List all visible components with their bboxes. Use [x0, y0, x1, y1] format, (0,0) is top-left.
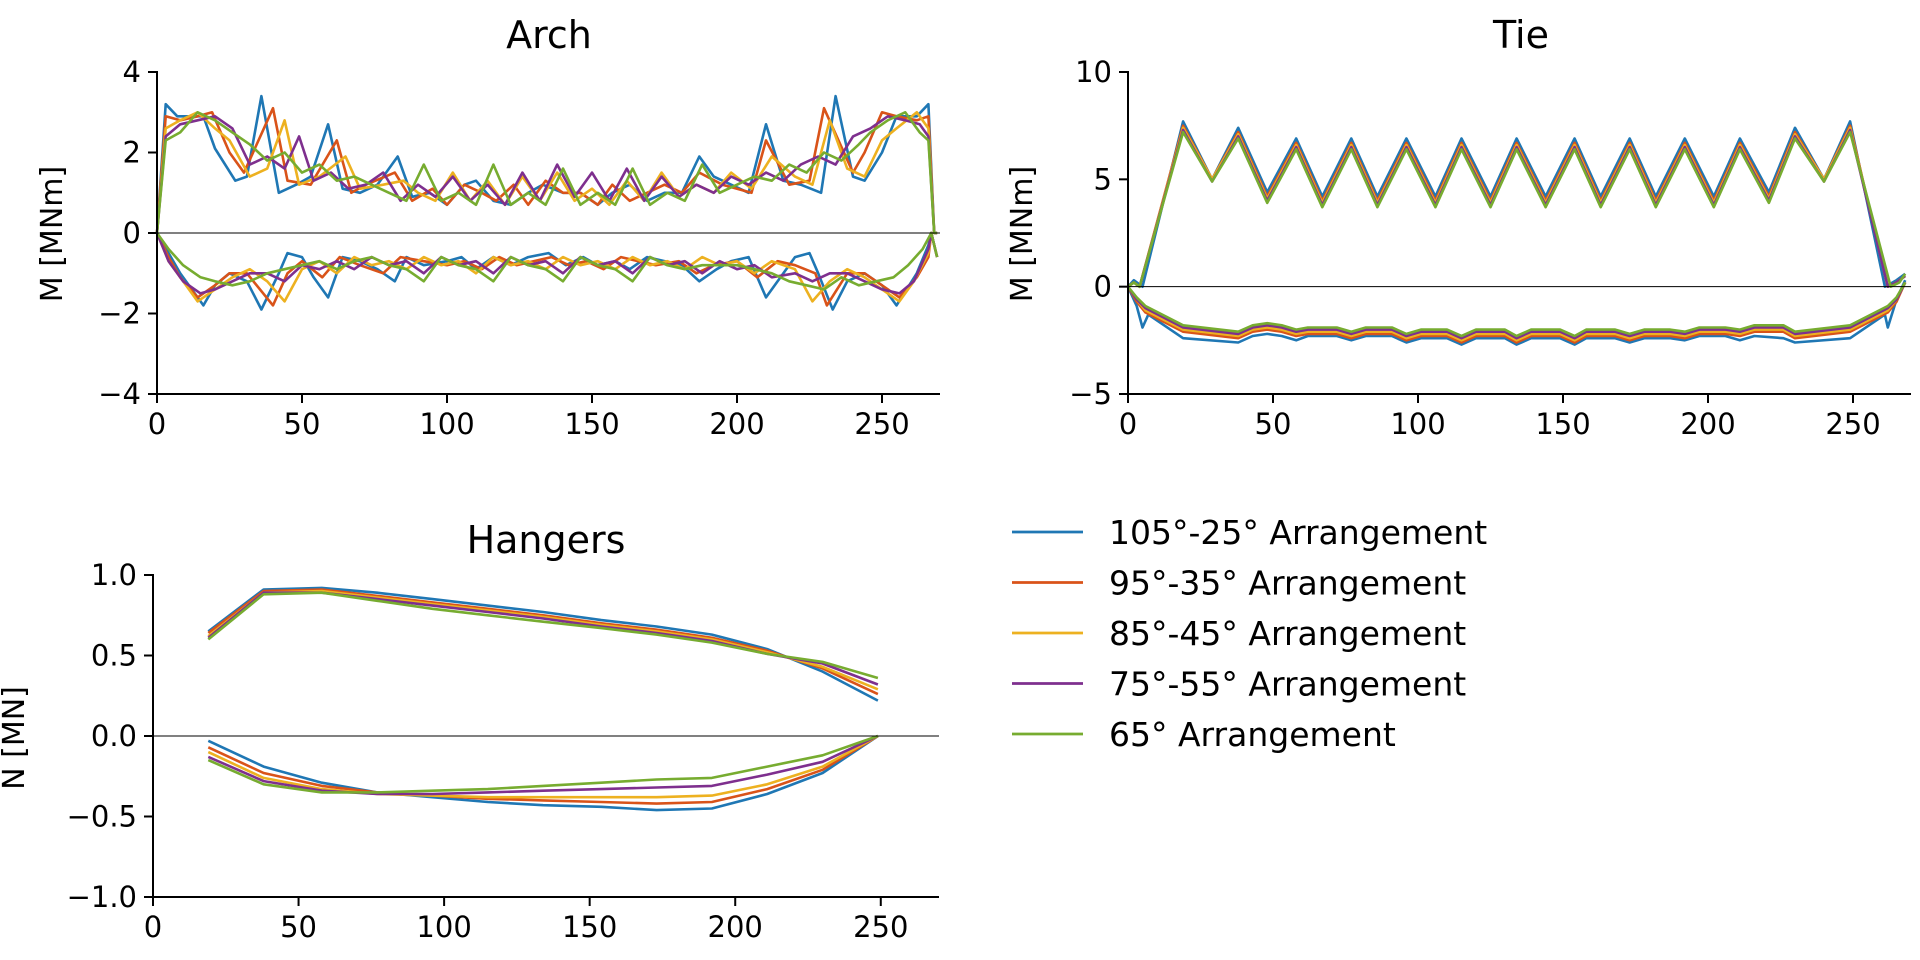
legend-label-105-25-arrangement: 105°-25° Arrangement: [1109, 513, 1487, 552]
panel-tie-ylabel: M [MNm]: [1005, 166, 1040, 302]
x-tick-label: 50: [284, 407, 321, 441]
y-tick-label: −5: [1069, 377, 1112, 411]
y-tick-label: −1.0: [67, 880, 137, 914]
y-tick-label: −4: [98, 377, 141, 411]
y-tick-label: 5: [1094, 162, 1112, 196]
series-line-85-45-arrangement-lower: [207, 734, 879, 799]
x-tick-label: 50: [280, 910, 317, 944]
series-line-105-25-arrangement-lower: [207, 734, 879, 812]
x-tick-label: 250: [854, 407, 909, 441]
x-tick-label: 150: [564, 407, 619, 441]
series-line-85-45-arrangement-upper: [155, 111, 938, 235]
y-tick-label: 4: [123, 55, 141, 89]
legend: 105°-25° Arrangement 95°-35° Arrangement 8…: [1012, 513, 1487, 754]
series-line-65-arrangement-upper: [155, 111, 938, 235]
series-line-95-35-arrangement-lower: [155, 231, 939, 307]
panel-tie-title: Tie: [1492, 13, 1549, 57]
panel-hangers: Hangers N [MN] 0 50 100 150 200 250 −1.0 −0.5 0.…: [0, 518, 939, 944]
legend-label-75-55-arrangement: 75°-55° Arrangement: [1109, 665, 1466, 704]
panel-arch-plot: 0 50 100 150 200 250 −4 −2 0 2 4: [98, 55, 940, 441]
x-tick-label: 0: [1119, 407, 1137, 441]
legend-label-85-45-arrangement: 85°-45° Arrangement: [1109, 614, 1466, 653]
series-line-105-25-arrangement-lower: [1126, 279, 1907, 346]
y-tick-label: 2: [123, 136, 141, 170]
series-line-65-arrangement-lower: [1126, 281, 1907, 338]
series-line-75-55-arrangement-upper: [1127, 128, 1906, 289]
y-tick-label: −0.5: [67, 800, 137, 834]
series-line-85-45-arrangement-upper: [207, 589, 879, 691]
y-tick-label: 0.0: [91, 719, 137, 753]
series-line-95-35-arrangement-upper: [1127, 124, 1906, 289]
y-tick-label: 0: [123, 216, 141, 250]
x-tick-label: 0: [148, 407, 166, 441]
series-line-75-55-arrangement-lower: [155, 231, 939, 295]
y-tick-label: 1.0: [91, 558, 137, 592]
x-tick-label: 50: [1255, 407, 1292, 441]
series-line-65-arrangement-upper: [1127, 130, 1907, 289]
panel-arch-title: Arch: [506, 13, 592, 57]
panel-hangers-title: Hangers: [467, 518, 626, 562]
series-line-75-55-arrangement-lower: [1126, 281, 1907, 340]
x-tick-label: 200: [1680, 407, 1735, 441]
x-tick-label: 250: [853, 910, 908, 944]
series-line-85-45-arrangement-lower: [1126, 281, 1907, 342]
panel-hangers-ylabel: N [MN]: [0, 686, 32, 790]
series-line-95-35-arrangement-lower: [1126, 281, 1907, 344]
panel-hangers-plot: 0 50 100 150 200 250 −1.0 −0.5 0.0 0.5 1.0: [67, 558, 939, 944]
x-tick-label: 150: [562, 910, 617, 944]
series-line-95-35-arrangement-lower: [207, 734, 879, 805]
x-tick-label: 0: [144, 910, 162, 944]
x-tick-label: 200: [708, 910, 763, 944]
y-tick-label: 10: [1075, 55, 1112, 89]
x-tick-label: 100: [419, 407, 474, 441]
series-line-65-arrangement-lower: [207, 734, 879, 794]
x-tick-label: 100: [1390, 407, 1445, 441]
series-line-85-45-arrangement-upper: [1127, 126, 1906, 289]
panel-arch-ylabel: M [MNm]: [35, 166, 70, 302]
x-tick-label: 150: [1535, 407, 1590, 441]
series-line-65-arrangement-upper: [207, 591, 879, 680]
panel-arch: Arch M [MNm] 0 50 100 150 200 250 −4 −2 0 2 4: [35, 13, 940, 441]
series-line-105-25-arrangement-upper: [1127, 120, 1906, 289]
y-tick-label: −2: [98, 297, 141, 331]
x-tick-label: 200: [709, 407, 764, 441]
series-line-85-45-arrangement-lower: [155, 231, 939, 303]
legend-label-95-35-arrangement: 95°-35° Arrangement: [1109, 564, 1466, 603]
x-tick-label: 250: [1825, 407, 1880, 441]
series-line-75-55-arrangement-lower: [207, 734, 879, 796]
series-line-105-25-arrangement-upper: [207, 586, 879, 702]
y-tick-label: 0: [1094, 270, 1112, 304]
series-line-65-arrangement-lower: [155, 231, 939, 291]
y-tick-label: 0.5: [91, 639, 137, 673]
series-line-95-35-arrangement-upper: [207, 588, 879, 696]
series-line-75-55-arrangement-upper: [155, 115, 938, 235]
x-tick-label: 100: [416, 910, 471, 944]
legend-label-65-arrangement: 65° Arrangement: [1109, 715, 1396, 754]
